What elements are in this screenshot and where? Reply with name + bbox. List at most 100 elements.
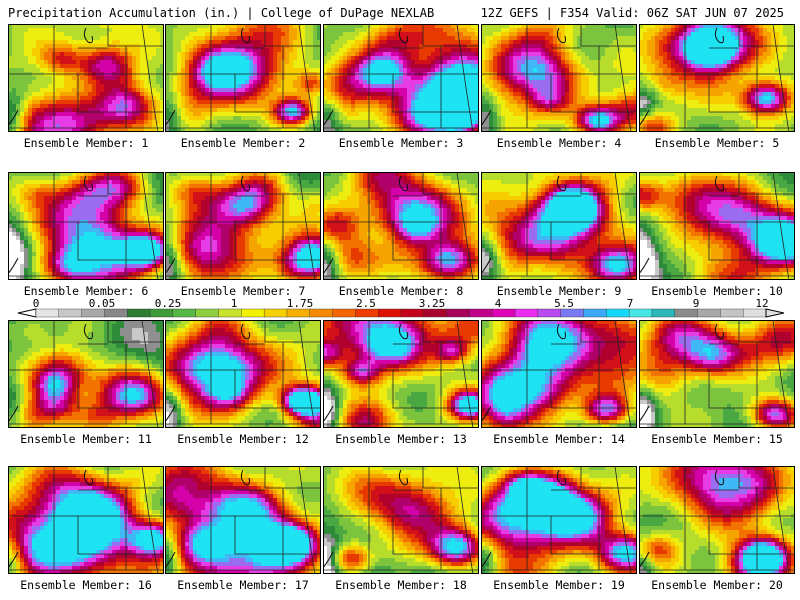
precipitation-map [481,466,637,574]
legend-color-bin [400,308,425,318]
state-border [323,221,479,261]
state-border [614,320,632,428]
river-line [83,27,93,44]
legend-color-bin [332,308,356,318]
legend-color-bin [469,308,493,318]
legend-color-bin [697,308,721,318]
precipitation-color-legend [17,308,785,318]
ensemble-member-map [165,172,321,280]
state-border [614,24,632,132]
ensemble-member-map [481,172,637,280]
ensemble-member-label: Ensemble Member: 2 [165,136,321,150]
legend-color-bin [628,308,653,318]
ensemble-member-map [481,320,637,428]
panel-frame [8,172,164,280]
panel-frame [165,172,321,280]
state-border [772,172,790,280]
ensemble-member-map [481,466,637,574]
panel-frame [165,24,321,132]
state-border [772,320,790,428]
ensemble-member-map [639,320,795,428]
precipitation-map [165,320,321,428]
ensemble-member-label: Ensemble Member: 19 [481,578,637,592]
river-line [714,323,724,340]
precipitation-map [481,320,637,428]
legend-tick-label: 1 [231,297,238,310]
ensemble-member-map [8,466,164,574]
legend-tick-label: 3.25 [419,297,446,310]
ensemble-member-map [165,320,321,428]
panel-frame [323,466,479,574]
precipitation-map [481,24,637,132]
legend-tick-label: 12 [755,297,768,310]
legend-color-bin [58,308,83,318]
legend-tick-label: 4 [495,297,502,310]
map-title: Precipitation Accumulation (in.) | Colle… [8,6,434,20]
legend-color-bin [492,308,516,318]
panel-frame [165,466,321,574]
state-border [323,515,479,555]
ensemble-member-map [481,24,637,132]
precipitation-map [323,172,479,280]
panel-frame [639,24,795,132]
precipitation-map [8,320,164,428]
river-line [398,175,408,192]
river-line [83,175,93,192]
ensemble-member-map [323,172,479,280]
state-border [639,369,795,409]
ensemble-member-map [323,24,479,132]
legend-color-bin [195,308,220,318]
panel-frame [8,320,164,428]
legend-color-bin [309,308,334,318]
ensemble-member-label: Ensemble Member: 10 [639,284,795,298]
state-border [323,73,479,113]
panel-frame [481,172,637,280]
state-border [165,221,321,261]
legend-color-bin [583,308,607,318]
legend-color-bin [286,308,311,318]
legend-color-bin [446,308,470,318]
river-line [398,323,408,340]
precipitation-map [639,466,795,574]
river-line [240,323,250,340]
panel-frame [323,172,479,280]
state-border [298,172,316,280]
precipitation-map [8,24,164,132]
model-run-valid-time: 12Z GEFS | F354 Valid: 06Z SAT JUN 07 20… [481,6,784,20]
legend-color-bin [514,308,539,318]
panel-frame [639,172,795,280]
panel-frame [481,466,637,574]
river-line [83,469,93,486]
state-border [481,221,637,261]
ensemble-member-label: Ensemble Member: 11 [8,432,164,446]
legend-color-bin [674,308,699,318]
legend-color-bin [537,308,562,318]
state-border [165,369,321,409]
precipitation-map [481,172,637,280]
legend-color-bin [218,308,242,318]
legend-tick-label: 5.5 [554,297,574,310]
river-line [556,27,566,44]
ensemble-member-label: Ensemble Member: 9 [481,284,637,298]
ensemble-member-label: Ensemble Member: 7 [165,284,321,298]
legend-color-bin [651,308,676,318]
precipitation-map [639,24,795,132]
ensemble-member-map [8,320,164,428]
state-border [298,320,316,428]
legend-color-bin [742,308,767,318]
legend-min-arrow [17,308,37,318]
legend-color-bin [606,308,630,318]
legend-color-bin [35,308,60,318]
precipitation-map [639,172,795,280]
river-line [240,175,250,192]
state-border [456,24,474,132]
panel-frame [8,24,164,132]
ensemble-member-label: Ensemble Member: 5 [639,136,795,150]
ensemble-member-label: Ensemble Member: 15 [639,432,795,446]
ensemble-member-label: Ensemble Member: 20 [639,578,795,592]
panel-frame [639,466,795,574]
river-line [240,469,250,486]
precipitation-map [323,466,479,574]
state-border [298,24,316,132]
ensemble-member-label: Ensemble Member: 16 [8,578,164,592]
